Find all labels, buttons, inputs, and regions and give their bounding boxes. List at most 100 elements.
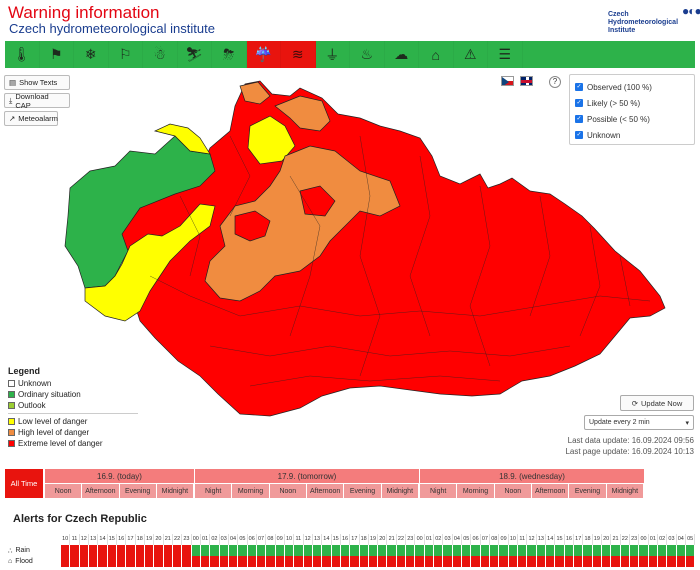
- timeline-part[interactable]: Midnight: [156, 483, 194, 498]
- download-cap-button[interactable]: ⤓ Download CAP: [4, 92, 70, 110]
- alert-cell[interactable]: [135, 556, 145, 567]
- alert-cell[interactable]: [79, 545, 89, 556]
- alert-cell[interactable]: [163, 556, 173, 567]
- alert-cell[interactable]: [499, 556, 509, 567]
- alert-cell[interactable]: [424, 556, 435, 567]
- alert-cell[interactable]: [191, 545, 201, 556]
- alert-cell[interactable]: [98, 545, 108, 556]
- alert-cell[interactable]: [88, 545, 99, 556]
- alert-cell[interactable]: [200, 545, 211, 556]
- alert-cell[interactable]: [555, 556, 565, 567]
- alert-cell[interactable]: [387, 556, 397, 567]
- alert-cell[interactable]: [490, 545, 500, 556]
- alert-cell[interactable]: [238, 556, 248, 567]
- alert-cell[interactable]: [676, 545, 686, 556]
- alert-cell[interactable]: [294, 556, 304, 567]
- alert-cell[interactable]: [434, 545, 444, 556]
- alert-cell[interactable]: [536, 545, 547, 556]
- alert-cell[interactable]: [620, 556, 631, 567]
- blizzard-phenomenon-button[interactable]: ☃: [143, 41, 178, 68]
- windsock-snow-phenomenon-button[interactable]: ⚐: [109, 41, 143, 68]
- alert-cell[interactable]: [648, 556, 658, 567]
- timeline-part[interactable]: Night: [420, 483, 458, 498]
- factory-phenomenon-button[interactable]: ⌂: [419, 41, 454, 68]
- timeline-part[interactable]: Night: [195, 483, 233, 498]
- alert-cell[interactable]: [471, 556, 481, 567]
- alert-cell[interactable]: [88, 556, 99, 567]
- alert-cell[interactable]: [574, 545, 584, 556]
- timeline-part[interactable]: Evening: [569, 483, 607, 498]
- alert-cell[interactable]: [266, 545, 276, 556]
- map-region-low-north[interactable]: [247, 115, 296, 165]
- alert-cell[interactable]: [70, 556, 80, 567]
- water-level-phenomenon-button[interactable]: ⏚: [316, 41, 350, 68]
- alert-cell[interactable]: [462, 556, 472, 567]
- czech-warning-map[interactable]: [60, 76, 670, 421]
- alert-cell[interactable]: [555, 545, 565, 556]
- filter-observed[interactable]: ✓ Observed (100 %): [575, 79, 689, 95]
- alert-cell[interactable]: [648, 545, 658, 556]
- alert-cell[interactable]: [611, 556, 621, 567]
- alert-cell[interactable]: [424, 545, 435, 556]
- alert-cell[interactable]: [546, 556, 556, 567]
- timeline-part[interactable]: Evening: [119, 483, 157, 498]
- icy-road-phenomenon-button[interactable]: ⛷: [178, 41, 212, 68]
- alert-cell[interactable]: [452, 545, 463, 556]
- alert-cell[interactable]: [396, 545, 407, 556]
- alert-cell[interactable]: [368, 556, 379, 567]
- alert-cell[interactable]: [359, 556, 369, 567]
- rain-phenomenon-button[interactable]: ☔: [246, 41, 281, 68]
- alert-cell[interactable]: [107, 545, 117, 556]
- timeline-part[interactable]: Noon: [494, 483, 532, 498]
- alert-cell[interactable]: [219, 556, 229, 567]
- alert-cell[interactable]: [685, 545, 696, 556]
- alert-cell[interactable]: [518, 556, 528, 567]
- alert-cell[interactable]: [406, 545, 416, 556]
- alert-cell[interactable]: [144, 556, 155, 567]
- alert-cell[interactable]: [443, 556, 453, 567]
- alert-cell[interactable]: [499, 545, 509, 556]
- alert-cell[interactable]: [583, 556, 593, 567]
- alert-cell[interactable]: [126, 545, 136, 556]
- alert-cell[interactable]: [452, 556, 463, 567]
- alert-cell[interactable]: [443, 545, 453, 556]
- alert-cell[interactable]: [630, 556, 640, 567]
- alert-cell[interactable]: [154, 556, 164, 567]
- alert-cell[interactable]: [667, 545, 677, 556]
- filter-possible[interactable]: ✓ Possible (< 50 %): [575, 111, 689, 127]
- alert-cell[interactable]: [415, 545, 425, 556]
- timeline-part[interactable]: Noon: [45, 483, 83, 498]
- alert-cell[interactable]: [658, 556, 668, 567]
- alert-cell[interactable]: [275, 556, 285, 567]
- alert-cell[interactable]: [312, 545, 323, 556]
- alert-cell[interactable]: [182, 545, 192, 556]
- warning-phenomenon-button[interactable]: ⚠: [454, 41, 488, 68]
- checkbox-icon[interactable]: ✓: [575, 99, 583, 107]
- show-texts-button[interactable]: ▤ Show Texts: [4, 75, 70, 90]
- list-phenomenon-button[interactable]: ☰: [488, 41, 523, 68]
- timeline-part[interactable]: Morning: [457, 483, 495, 498]
- alert-cell[interactable]: [676, 556, 686, 567]
- alert-cell[interactable]: [116, 556, 127, 567]
- alert-cell[interactable]: [667, 556, 677, 567]
- alert-cell[interactable]: [210, 545, 220, 556]
- alert-cell[interactable]: [144, 545, 155, 556]
- snow-phenomenon-button[interactable]: ❄: [74, 41, 109, 68]
- alert-cell[interactable]: [630, 545, 640, 556]
- alert-cell[interactable]: [135, 545, 145, 556]
- timeline-part[interactable]: Noon: [269, 483, 307, 498]
- timeline-day-label[interactable]: 16.9. (today): [45, 469, 194, 483]
- alert-cell[interactable]: [620, 545, 631, 556]
- alert-cell[interactable]: [172, 545, 183, 556]
- alert-cell[interactable]: [685, 556, 696, 567]
- alert-cell[interactable]: [284, 556, 295, 567]
- alert-cell[interactable]: [564, 556, 575, 567]
- alert-cell[interactable]: [546, 545, 556, 556]
- alert-cell[interactable]: [602, 545, 612, 556]
- alert-cell[interactable]: [340, 556, 351, 567]
- fire-phenomenon-button[interactable]: ♨: [350, 41, 385, 68]
- alert-cell[interactable]: [378, 556, 388, 567]
- alert-cell[interactable]: [396, 556, 407, 567]
- alert-cell[interactable]: [228, 545, 239, 556]
- alert-cell[interactable]: [378, 545, 388, 556]
